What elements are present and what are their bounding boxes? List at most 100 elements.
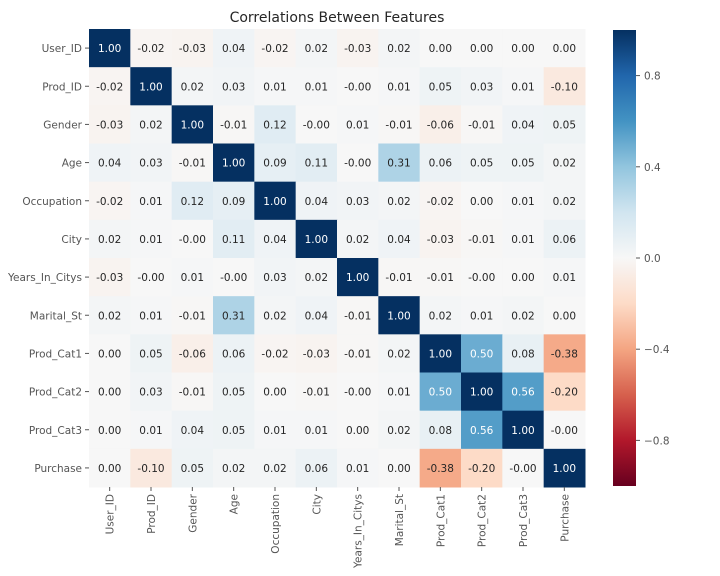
cell-label: 0.01 <box>387 81 410 93</box>
heatmap-cell <box>337 67 379 106</box>
colorbar-tick-label: 0.0 <box>644 253 661 265</box>
heatmap-cell <box>171 143 214 183</box>
cell-label: 0.05 <box>470 158 493 170</box>
cell-label: 0.00 <box>553 43 576 55</box>
x-tick-label: Prod_Cat2 <box>477 494 489 547</box>
cell-label: -0.00 <box>179 234 206 246</box>
heatmap-cell <box>254 29 297 68</box>
heatmap-cell <box>254 143 297 183</box>
cell-label: 0.05 <box>553 119 576 131</box>
heatmap-cell <box>89 410 131 450</box>
cell-label: 0.04 <box>222 43 246 55</box>
heatmap-cell <box>213 143 255 183</box>
heatmap-cell <box>337 181 379 221</box>
cell-label: 0.02 <box>263 310 286 322</box>
cell-label: -0.01 <box>179 310 206 322</box>
cell-label: -0.01 <box>385 272 412 284</box>
heatmap-cell <box>254 258 297 297</box>
cell-label: -0.01 <box>468 119 495 131</box>
heatmap-cell <box>89 296 131 335</box>
heatmap-cell <box>171 105 214 144</box>
cell-label: -0.01 <box>344 310 371 322</box>
heatmap-cell <box>502 181 545 221</box>
heatmap-cell <box>378 372 421 412</box>
cell-label: 0.04 <box>387 234 411 246</box>
heatmap-cell <box>130 296 173 335</box>
x-tick-label: Years_In_Citys <box>353 494 365 569</box>
cell-label: 0.02 <box>305 43 328 55</box>
cell-label: 0.01 <box>139 234 162 246</box>
heatmap-cell <box>130 181 173 221</box>
cell-label: -0.01 <box>385 119 412 131</box>
heatmap-cell <box>337 29 379 68</box>
heatmap-cell <box>337 296 379 335</box>
heatmap-cell <box>419 67 462 106</box>
heatmap-cell <box>461 105 503 144</box>
cell-label: 0.31 <box>387 158 410 170</box>
cell-label: 0.05 <box>222 387 245 399</box>
cell-label: -0.03 <box>344 43 371 55</box>
cell-label: 0.12 <box>181 196 204 208</box>
x-tick-label: Prod_Cat1 <box>435 494 447 547</box>
cell-label: 0.02 <box>263 463 286 475</box>
cell-label: -0.00 <box>303 119 330 131</box>
cell-label: -0.03 <box>303 348 330 360</box>
cell-label: 0.56 <box>511 387 535 399</box>
heatmap-cell <box>461 410 503 450</box>
heatmap-cell <box>213 334 255 373</box>
heatmap-cell <box>543 448 586 488</box>
heatmap-cell <box>337 448 379 488</box>
cell-label: 0.02 <box>387 43 410 55</box>
cell-label: 0.00 <box>346 425 369 437</box>
cell-label: -0.00 <box>344 158 371 170</box>
heatmap-cell <box>378 29 421 68</box>
heatmap-cell <box>171 334 214 373</box>
heatmap-cell <box>378 181 421 221</box>
cell-label: 0.04 <box>263 234 287 246</box>
heatmap-cell <box>254 219 297 259</box>
cell-label: -0.00 <box>220 272 247 284</box>
heatmap-cell <box>89 67 131 106</box>
cell-label: -0.00 <box>468 272 495 284</box>
heatmap-cell <box>543 105 586 144</box>
heatmap-cell <box>502 296 545 335</box>
heatmap-cell <box>89 219 131 259</box>
cell-label: 0.08 <box>429 425 452 437</box>
cell-label: 1.00 <box>346 272 369 284</box>
heatmap-cell <box>171 410 214 450</box>
y-tick-label: Age <box>62 158 82 170</box>
heatmap-cell <box>89 181 131 221</box>
x-tick-label: Prod_Cat3 <box>518 494 530 547</box>
heatmap-cell <box>337 258 379 297</box>
heatmap-cell <box>502 334 545 373</box>
heatmap-cell <box>502 219 545 259</box>
cell-label: -0.03 <box>96 272 123 284</box>
colorbar-tick-label: −0.4 <box>644 344 670 356</box>
cell-label: 0.02 <box>387 425 410 437</box>
heatmap-cell <box>130 143 173 183</box>
heatmap-cell <box>130 219 173 259</box>
heatmap-cell <box>378 219 421 259</box>
cell-label: 0.12 <box>263 119 286 131</box>
y-tick-label: User_ID <box>42 43 82 55</box>
heatmap-cell <box>213 258 255 297</box>
heatmap-cell <box>419 296 462 335</box>
y-tick-label: Occupation <box>22 196 82 208</box>
cell-label: -0.00 <box>509 463 536 475</box>
heatmap-cell <box>254 334 297 373</box>
cell-label: 0.05 <box>222 425 245 437</box>
heatmap-cell <box>130 105 173 144</box>
heatmap-cell <box>461 372 503 412</box>
cell-label: 1.00 <box>263 196 286 208</box>
cell-label: 0.00 <box>553 310 576 322</box>
y-tick-label: Prod_Cat2 <box>29 387 82 399</box>
heatmap-cell <box>295 67 338 106</box>
heatmap-cell <box>254 448 297 488</box>
heatmap-cell <box>419 372 462 412</box>
heatmap-cell <box>213 296 255 335</box>
cell-label: 0.02 <box>181 81 204 93</box>
heatmap-cell <box>254 296 297 335</box>
cell-label: 0.00 <box>263 387 286 399</box>
cell-label: 0.00 <box>98 425 121 437</box>
cell-label: -0.06 <box>427 119 454 131</box>
